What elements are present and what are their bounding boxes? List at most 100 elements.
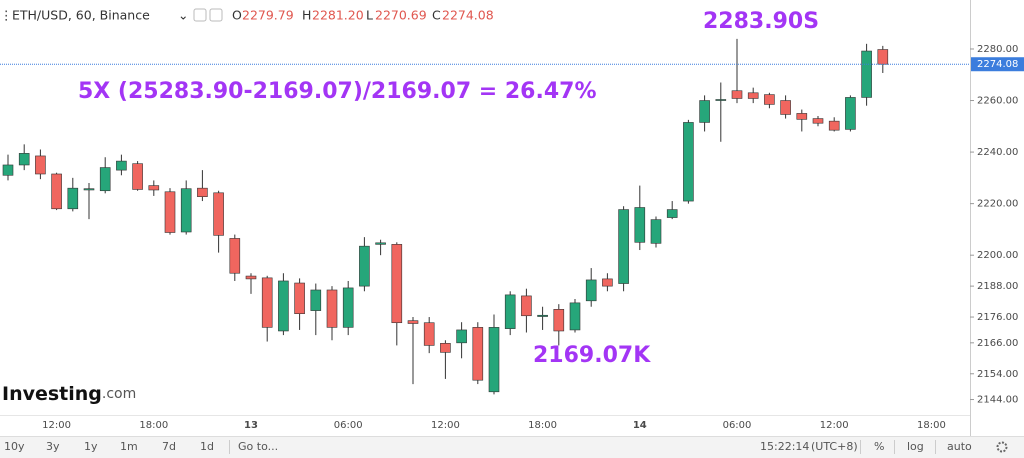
x-tick-label: 14 — [633, 420, 647, 431]
candle-body — [504, 294, 516, 329]
candle-body — [715, 99, 727, 101]
logo-name: Investing — [2, 383, 102, 405]
last-price-tag — [971, 57, 1024, 72]
candle-body — [666, 209, 678, 218]
candle-body — [148, 185, 160, 191]
y-tick-label: 2260.00 — [977, 96, 1018, 107]
candle-body — [472, 327, 484, 381]
candle-body — [731, 90, 743, 99]
range-button[interactable]: 10y — [4, 440, 25, 453]
candle-body — [18, 153, 30, 166]
candle-body — [634, 207, 646, 243]
candle-body — [569, 302, 581, 331]
annotation: 5X (25283.90-2169.07)/2169.07 = 26.47% — [78, 79, 597, 104]
y-tick-label: 2166.00 — [977, 338, 1018, 349]
high-value: 2281.20 — [312, 8, 364, 23]
candle-body — [261, 277, 273, 328]
candle-body — [456, 329, 467, 344]
range-button[interactable]: 1m — [120, 440, 138, 453]
x-tick-label: 06:00 — [334, 420, 363, 431]
candle-body — [585, 279, 597, 302]
candle-body — [828, 120, 840, 131]
candle-body — [488, 327, 500, 393]
candle-body — [780, 100, 791, 115]
candle-body — [278, 280, 289, 332]
goto-button[interactable]: Go to... — [238, 440, 278, 453]
toolbar: 10y 3y 1y 1m 7d 1d Go to... 15:22:14 (UT… — [0, 436, 1024, 458]
symbol: ETH/USD, 60, Binance — [12, 8, 150, 23]
x-tick-label: 12:00 — [820, 420, 849, 431]
x-tick-label: 18:00 — [139, 420, 168, 431]
y-tick-label: 2240.00 — [977, 147, 1018, 158]
x-tick-label: 18:00 — [917, 420, 946, 431]
candle-body — [326, 289, 338, 328]
toolbar-bg — [0, 436, 1024, 458]
candle-body — [359, 245, 370, 287]
candle-body — [2, 164, 14, 176]
plot-area: 2280.00 2260.00 2240.00 2220.00 2200.00 2188.… — [0, 38, 1024, 431]
candle-body — [747, 92, 759, 99]
candle-body — [407, 320, 419, 324]
y-tick-label: 2144.00 — [977, 395, 1018, 406]
legend-header: ⋮ ETH/USD, 60, Binance ⌄ O 2279.79 H 228… — [0, 8, 494, 23]
candle-body — [213, 192, 224, 236]
candle-body — [796, 113, 808, 120]
candle-body — [699, 100, 710, 123]
low-label: L — [366, 8, 373, 23]
candle-body — [877, 49, 889, 65]
candle-body — [553, 309, 565, 332]
percent-button[interactable]: % — [874, 440, 884, 453]
clock: 15:22:14 — [760, 440, 809, 453]
logo-suffix: .com — [102, 386, 136, 402]
x-tick-label: 12:00 — [431, 420, 460, 431]
log-button[interactable]: log — [907, 440, 924, 453]
candle-body — [423, 322, 435, 346]
settings-icon[interactable] — [209, 8, 223, 22]
x-tick-label: 13 — [244, 420, 258, 431]
y-tick-label: 2188.00 — [977, 281, 1018, 292]
x-tick-label: 06:00 — [723, 420, 752, 431]
eye-icon[interactable] — [193, 8, 207, 22]
range-button[interactable]: 7d — [162, 440, 176, 453]
candle-body — [602, 278, 613, 287]
candle-body — [197, 187, 208, 197]
candle-body — [440, 343, 451, 353]
candle-body — [537, 314, 548, 317]
high-label: H — [302, 8, 311, 23]
candle-body — [245, 275, 257, 280]
range-button[interactable]: 1y — [84, 440, 98, 453]
timezone[interactable]: (UTC+8) — [811, 440, 858, 453]
open-value: 2279.79 — [242, 8, 294, 23]
range-button[interactable]: 3y — [46, 440, 60, 453]
annotation: 2283.90S — [703, 9, 819, 34]
settings-gear[interactable] — [996, 441, 1008, 453]
candle-body — [342, 287, 354, 328]
candle-body — [132, 163, 143, 190]
y-tick-label: 2280.00 — [977, 44, 1018, 55]
last-price-label: 2274.08 — [977, 59, 1018, 70]
range-button[interactable]: 1d — [200, 440, 214, 453]
close-value: 2274.08 — [442, 8, 494, 23]
low-value: 2270.69 — [375, 8, 427, 23]
menu-icon[interactable]: ⋮ — [0, 8, 13, 23]
candle-body — [180, 188, 192, 233]
candle-body — [650, 219, 662, 244]
y-tick-label: 2176.00 — [977, 312, 1018, 323]
candle-body — [67, 187, 79, 210]
x-tick-label: 12:00 — [42, 420, 71, 431]
x-tick-label: 18:00 — [528, 420, 557, 431]
candle-body — [861, 50, 872, 98]
y-tick-label: 2220.00 — [977, 199, 1018, 210]
y-tick-label: 2200.00 — [977, 250, 1018, 261]
candle-body — [764, 94, 775, 105]
collapse-icon[interactable]: ⌄ — [178, 8, 188, 23]
open-label: O — [232, 8, 242, 23]
candle-body — [683, 122, 694, 202]
auto-button[interactable]: auto — [947, 440, 972, 453]
candle-body — [618, 209, 629, 284]
candle-body — [812, 118, 824, 124]
candle-body — [229, 238, 241, 274]
candle-body — [164, 191, 176, 233]
logo: Investing.com — [2, 383, 136, 405]
